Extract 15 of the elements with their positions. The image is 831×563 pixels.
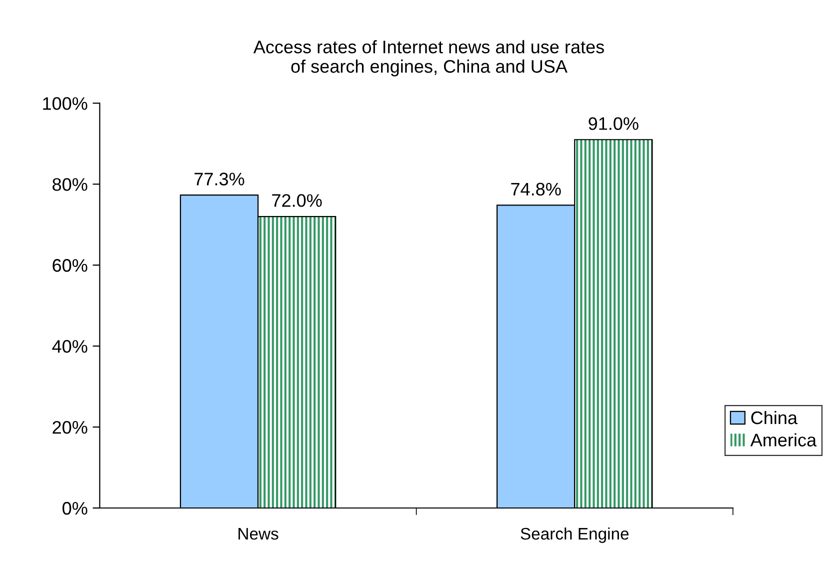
data-label: 77.3% (194, 172, 244, 186)
legend-label: China (751, 410, 798, 424)
data-label: 91.0% (588, 117, 638, 130)
y-tick-label: 20% (52, 420, 88, 434)
y-tick-label: 40% (52, 340, 88, 353)
x-tick-label: News (238, 528, 278, 540)
legend-label: America (750, 433, 817, 446)
y-tick-label: 80% (52, 178, 88, 191)
y-tick-label: 60% (52, 259, 88, 272)
data-label: 72.0% (272, 194, 322, 207)
data-label: 74.8% (511, 182, 561, 196)
y-tick-label: 100% (43, 97, 88, 110)
chart-title: Access rates of Internet news and use rates of search engines, China and USA (253, 40, 604, 76)
y-tick-label: 0% (62, 502, 88, 515)
x-tick-label: Search Engine (520, 527, 629, 543)
